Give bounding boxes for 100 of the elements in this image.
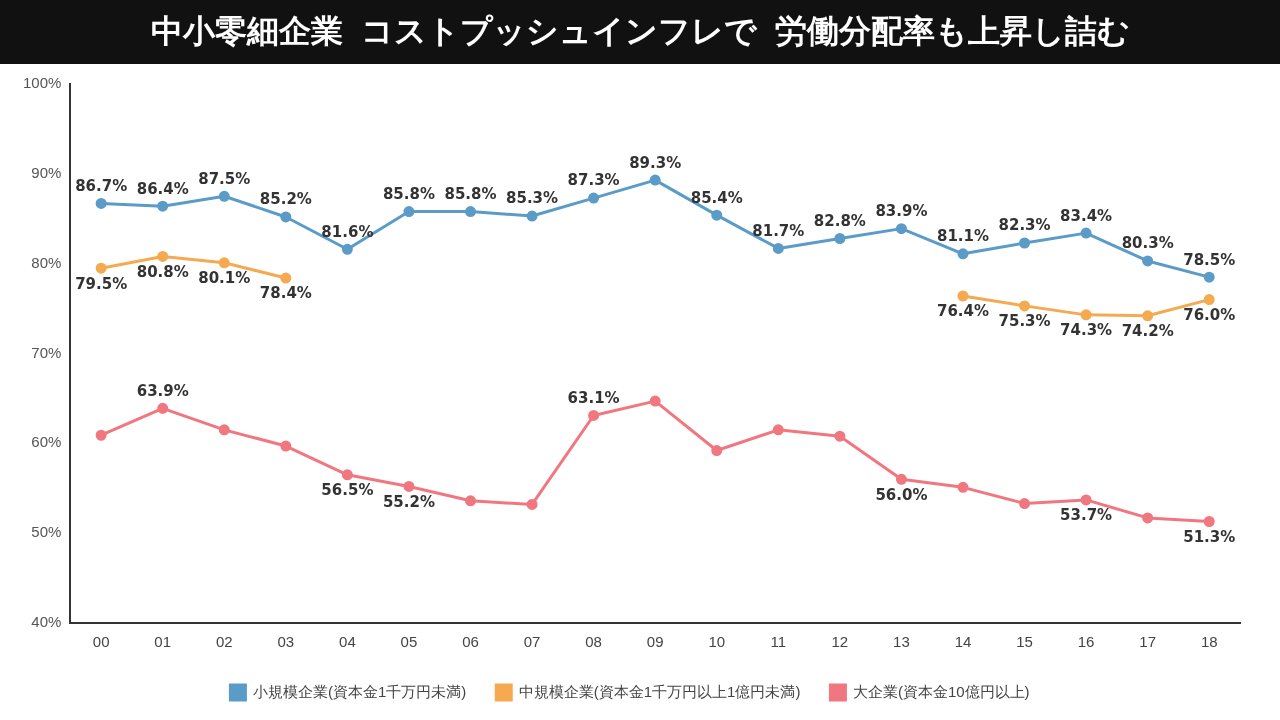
data-label: 51.3% <box>1183 527 1236 546</box>
data-label: 55.2% <box>382 492 435 511</box>
point <box>95 429 107 441</box>
data-label: 89.3% <box>629 153 682 172</box>
data-label: 56.0% <box>875 485 928 504</box>
x-tick-label: 03 <box>277 633 295 651</box>
data-label: 74.2% <box>1121 322 1174 341</box>
data-label: 74.3% <box>1060 321 1113 340</box>
data-label: 80.8% <box>136 262 189 281</box>
point <box>280 272 292 284</box>
point <box>834 430 846 442</box>
point <box>1142 512 1154 524</box>
point <box>711 445 723 457</box>
data-label: 53.7% <box>1060 506 1113 525</box>
data-label: 78.4% <box>259 284 312 303</box>
point <box>95 262 107 274</box>
data-label: 81.7% <box>752 221 805 240</box>
x-tick-label: 15 <box>1016 633 1033 651</box>
data-label: 79.5% <box>75 274 128 293</box>
x-tick-label: 16 <box>1077 633 1095 651</box>
point <box>957 248 969 260</box>
data-label: 80.3% <box>1121 234 1174 253</box>
point <box>772 424 784 436</box>
point <box>772 242 784 254</box>
x-tick-label: 11 <box>770 633 787 651</box>
legend-label: 大企業(資本金10億円以上) <box>852 682 1030 700</box>
data-label: 87.5% <box>198 169 251 188</box>
point <box>957 481 969 493</box>
x-tick-label: 10 <box>708 633 726 651</box>
y-tick-label: 40% <box>31 613 62 631</box>
point <box>280 440 292 452</box>
data-label: 85.4% <box>690 188 743 207</box>
point <box>1142 255 1154 267</box>
point <box>711 209 723 221</box>
x-tick-label: 18 <box>1200 633 1218 651</box>
point <box>280 211 292 223</box>
data-label: 82.3% <box>998 216 1051 235</box>
x-tick-label: 09 <box>646 633 664 651</box>
point <box>403 206 415 218</box>
point <box>1203 515 1215 527</box>
y-tick-label: 100% <box>22 74 62 92</box>
data-label: 85.8% <box>444 184 497 203</box>
data-label: 83.4% <box>1060 206 1113 225</box>
point <box>157 250 169 262</box>
x-tick-label: 12 <box>831 633 849 651</box>
x-tick-label: 17 <box>1139 633 1156 651</box>
point <box>95 197 107 209</box>
y-tick-label: 80% <box>31 253 62 271</box>
x-tick-label: 14 <box>954 633 972 651</box>
data-label: 87.3% <box>567 171 620 190</box>
data-label: 85.8% <box>382 184 435 203</box>
data-label: 63.9% <box>136 381 189 400</box>
legend-label: 小規模企業(資本金1千万円未満) <box>252 682 467 700</box>
data-label: 75.3% <box>998 312 1051 331</box>
x-tick-label: 13 <box>893 633 910 651</box>
data-label: 86.7% <box>75 176 128 195</box>
data-label: 85.2% <box>259 190 312 209</box>
data-label: 76.0% <box>1183 305 1236 324</box>
data-label: 85.3% <box>506 189 559 208</box>
data-label: 81.6% <box>321 222 374 241</box>
point <box>1080 309 1092 321</box>
point <box>895 223 907 235</box>
point <box>588 192 600 204</box>
point <box>649 395 661 407</box>
point <box>465 206 476 218</box>
point <box>157 200 169 212</box>
data-label: 63.1% <box>567 388 620 407</box>
point <box>341 243 353 255</box>
point <box>834 233 846 245</box>
point <box>588 409 600 421</box>
point <box>526 498 538 510</box>
point <box>1203 294 1215 306</box>
x-tick-label: 04 <box>339 633 356 651</box>
data-label: 56.5% <box>321 481 374 500</box>
point <box>341 469 353 481</box>
point <box>957 290 969 302</box>
y-tick-label: 90% <box>31 163 62 181</box>
point <box>1019 300 1031 312</box>
data-label: 76.4% <box>936 302 989 321</box>
point <box>1080 494 1092 506</box>
x-tick-label: 06 <box>462 633 479 651</box>
point <box>1019 237 1031 249</box>
x-tick-label: 02 <box>215 633 233 651</box>
data-label: 80.1% <box>198 269 251 288</box>
x-tick-label: 05 <box>400 633 418 651</box>
legend-label: 中規模企業(資本金1千万円以上1億円未満) <box>518 682 801 700</box>
data-label: 81.1% <box>936 227 989 246</box>
point <box>157 402 169 414</box>
point <box>403 480 415 492</box>
x-tick-label: 00 <box>92 633 110 651</box>
point <box>1142 310 1154 322</box>
x-tick-label: 01 <box>154 633 172 651</box>
point <box>1080 227 1092 239</box>
y-tick-label: 70% <box>31 343 62 361</box>
point <box>465 495 476 507</box>
y-tick-label: 50% <box>31 523 62 541</box>
point <box>526 210 538 222</box>
data-label: 83.9% <box>875 202 928 221</box>
data-label: 78.5% <box>1183 250 1236 269</box>
x-tick-label: 07 <box>523 633 541 651</box>
